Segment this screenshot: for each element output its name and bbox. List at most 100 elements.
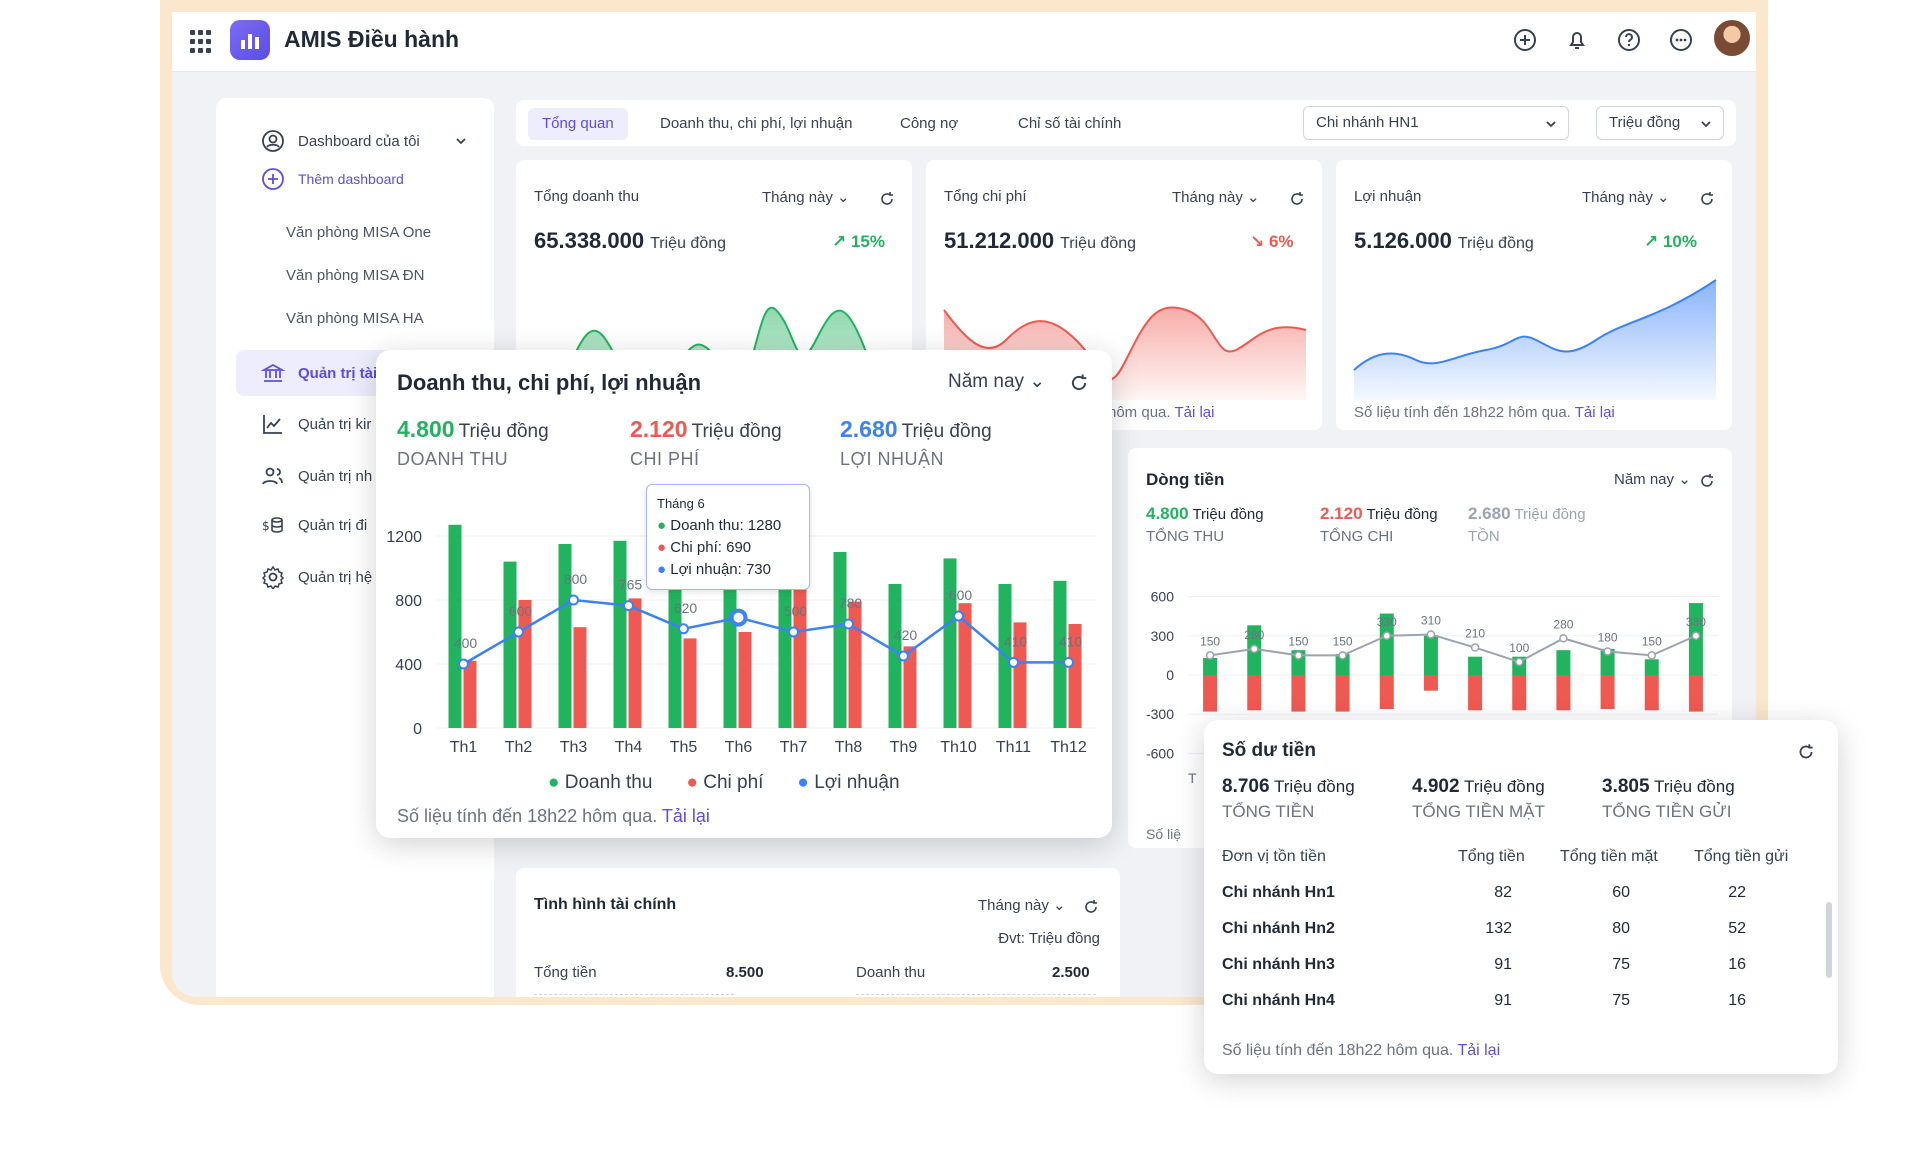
data-label: 765 <box>619 577 643 593</box>
period-dropdown[interactable]: Tháng này ⌄ <box>1582 189 1670 206</box>
office-item[interactable]: Văn phòng MISA HA <box>286 310 424 327</box>
data-label: 330 <box>1377 615 1397 629</box>
sidebar-item-business[interactable]: Quản trị kir <box>216 409 494 439</box>
point-balance <box>1470 643 1480 652</box>
help-icon[interactable] <box>1614 25 1644 55</box>
legend-item-revenue[interactable]: ● Doanh thu <box>548 772 653 793</box>
finance-status-card: Tình hình tài chính Tháng này ⌄ Đvt: Tri… <box>516 868 1120 997</box>
sidebar-item-finance[interactable]: Quản trị tài <box>216 358 494 388</box>
x-tick-label: Th6 <box>725 739 753 756</box>
bar-expense <box>1335 675 1350 712</box>
refresh-icon[interactable] <box>1082 898 1100 916</box>
bar-expense <box>1379 675 1394 709</box>
y-tick-label: 1200 <box>386 529 422 546</box>
table-cell-number: 22 <box>1728 884 1746 901</box>
office-item[interactable]: Văn phòng MISA One <box>286 224 432 241</box>
table-cell-number: 52 <box>1728 920 1746 937</box>
more-icon[interactable] <box>1666 25 1696 55</box>
divider <box>856 994 1096 995</box>
x-tick-label: Th7 <box>780 739 808 756</box>
sidebar-item-hr[interactable]: Quản trị nh <box>216 461 494 491</box>
add-dashboard-link[interactable]: Thêm dashboard <box>216 166 494 192</box>
legend-item-profit[interactable]: ● Lợi nhuận <box>797 772 900 793</box>
reload-link[interactable]: Tải lại <box>1457 1042 1501 1059</box>
x-tick-label: Th11 <box>996 739 1031 756</box>
bar-expense <box>1247 675 1262 711</box>
branch-select[interactable]: Chi nhánh HN1 <box>1303 106 1569 140</box>
kpi-card-profit: Lợi nhuận Tháng này ⌄ 5.126.000 Triệu đồn… <box>1336 160 1732 430</box>
sidebar-item-label: Quản trị kir <box>298 415 372 433</box>
unit-select[interactable]: Triệu đồng <box>1596 106 1724 140</box>
tab-overview[interactable]: Tổng quan <box>528 108 628 140</box>
data-label: 600 <box>509 603 533 619</box>
bell-icon[interactable] <box>1562 25 1592 55</box>
table-cell-number: 60 <box>1612 884 1630 901</box>
tab-financial-ratios[interactable]: Chỉ số tài chính <box>1018 115 1122 132</box>
app-title: AMIS Điều hành <box>284 26 460 52</box>
sidebar-item-system[interactable]: Quản trị hệ <box>216 562 494 592</box>
period-dropdown[interactable]: Tháng này ⌄ <box>1172 189 1260 206</box>
sidebar-item-money[interactable]: $ Quản trị đi <box>216 510 494 540</box>
refresh-icon[interactable] <box>1288 190 1306 208</box>
refresh-icon[interactable] <box>1698 472 1716 490</box>
bar-cost <box>463 660 477 728</box>
refresh-icon[interactable] <box>1796 742 1816 762</box>
office-item[interactable]: Văn phòng MISA ĐN <box>286 267 425 284</box>
cashflow-edge-label: T <box>1188 770 1197 786</box>
refresh-icon[interactable] <box>878 190 896 208</box>
table-cell-branch: Chi nhánh Hn4 <box>1222 992 1335 1009</box>
bar-cost <box>793 585 807 728</box>
point-profit <box>678 623 689 635</box>
x-tick-label: Th1 <box>450 739 478 756</box>
add-icon[interactable] <box>1510 25 1540 55</box>
bar-revenue <box>833 552 847 728</box>
user-avatar[interactable] <box>1712 18 1752 58</box>
point-profit <box>898 650 909 662</box>
tab-revenue-cost-profit[interactable]: Doanh thu, chi phí, lợi nhuận <box>660 115 853 132</box>
data-label: 600 <box>949 587 973 603</box>
y-tick-label: 800 <box>395 593 422 610</box>
popup-stat-profit: 2.680 Triệu đồng LỢI NHUẬN <box>840 416 992 469</box>
bar-expense <box>1600 675 1615 709</box>
point-balance <box>1250 644 1259 654</box>
period-dropdown[interactable]: Tháng này ⌄ <box>762 189 850 206</box>
app-logo <box>230 20 270 60</box>
table-cell-number: 16 <box>1728 992 1746 1009</box>
bar-expense <box>1291 675 1306 712</box>
cashflow-stat: 2.680 Triệu đồng TỒN <box>1468 504 1586 545</box>
period-dropdown[interactable]: Năm nay ⌄ <box>1614 471 1691 488</box>
period-dropdown[interactable]: Năm nay ⌄ <box>948 371 1046 392</box>
table-cell-number: 75 <box>1612 956 1630 973</box>
bar-expense <box>1688 675 1703 712</box>
refresh-icon[interactable] <box>1698 190 1716 208</box>
kpi-change: ↘ 6% <box>1250 232 1294 251</box>
add-dashboard-label: Thêm dashboard <box>298 171 404 187</box>
table-header: Tổng tiền <box>1458 848 1525 865</box>
legend-item-cost[interactable]: ● Chi phí <box>686 772 764 793</box>
refresh-icon[interactable] <box>1068 372 1090 394</box>
cash-balance-card: Số dư tiền 8.706 Triệu đồng TỔNG TIỀN 4.… <box>1204 720 1838 1074</box>
chevron-down-icon[interactable] <box>454 134 468 148</box>
chart-tooltip: Tháng 6 ● Doanh thu: 1280 ● Chi phí: 690… <box>646 484 810 590</box>
cashflow-stat: 4.800 Triệu đồng TỔNG THU <box>1146 504 1264 545</box>
period-label: Tháng này <box>1172 189 1243 206</box>
scrollbar[interactable] <box>1826 902 1832 978</box>
x-tick-label: Th2 <box>505 739 533 756</box>
bar-expense <box>1512 675 1527 711</box>
bar-income <box>1556 650 1571 675</box>
apps-grid-icon[interactable] <box>190 30 214 54</box>
popup-title: Doanh thu, chi phí, lợi nhuận <box>397 370 702 395</box>
period-dropdown[interactable]: Tháng này ⌄ <box>978 897 1066 914</box>
sidebar-item-label: Quản trị hệ <box>298 568 373 586</box>
reload-link[interactable]: Tải lại <box>661 806 710 826</box>
bar-expense <box>1423 675 1438 691</box>
finance-row-value: 8.500 <box>726 964 764 981</box>
tab-debt[interactable]: Công nợ <box>900 115 959 132</box>
reload-link[interactable]: Tải lại <box>1574 404 1615 421</box>
table-header: Đơn vị tồn tiền <box>1222 848 1326 865</box>
reload-link[interactable]: Tải lại <box>1174 404 1215 421</box>
period-label: Tháng này <box>1582 189 1653 206</box>
dashboard-menu[interactable]: Dashboard của tôi <box>216 126 494 156</box>
point-profit <box>1008 656 1019 668</box>
point-balance <box>1205 651 1215 660</box>
